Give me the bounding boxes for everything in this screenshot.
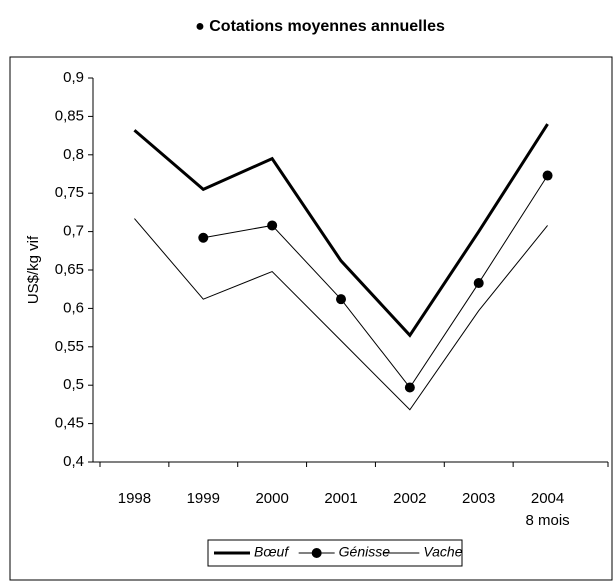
legend-box (207, 539, 463, 567)
chart-frame (9, 56, 613, 581)
y-tick-label: 0,75 (55, 184, 84, 201)
point (198, 232, 209, 243)
y-axis-label: US$/kg vif (25, 235, 42, 304)
y-tick-label: 0,45 (55, 415, 84, 432)
series-line (134, 218, 548, 411)
legend-label: Génisse (339, 544, 391, 560)
point (267, 220, 278, 231)
x-note: 8 mois (525, 512, 569, 529)
chart-title: ● Cotations moyennes annuelles (195, 18, 445, 35)
x-tick-label: 1999 (187, 490, 220, 507)
x-tick-label: 2002 (393, 490, 426, 507)
point (542, 170, 553, 181)
point (336, 294, 346, 305)
legend-label: Vache (423, 544, 462, 560)
y-tick-label: 0,9 (63, 69, 84, 86)
legend-marker (311, 548, 322, 558)
x-tick-label: 2004 (531, 490, 564, 507)
y-tick-label: 0,8 (63, 146, 84, 163)
point (473, 278, 484, 289)
y-tick-label: 0,7 (63, 223, 84, 240)
x-tick-label: 2003 (462, 490, 495, 507)
y-tick-label: 0,5 (63, 376, 84, 393)
x-tick-label: 2001 (324, 490, 357, 507)
x-tick-label: 2000 (255, 490, 288, 507)
y-tick-label: 0,4 (63, 453, 84, 470)
y-tick-label: 0,85 (55, 107, 84, 124)
y-tick-label: 0,65 (55, 261, 84, 278)
y-tick-label: 0,55 (55, 338, 84, 355)
series-line (133, 123, 549, 338)
x-tick-label: 1998 (118, 490, 151, 507)
series-line (203, 175, 548, 389)
legend-label: Bœuf (254, 544, 290, 560)
y-tick-label: 0,6 (63, 299, 84, 316)
point (404, 382, 415, 393)
